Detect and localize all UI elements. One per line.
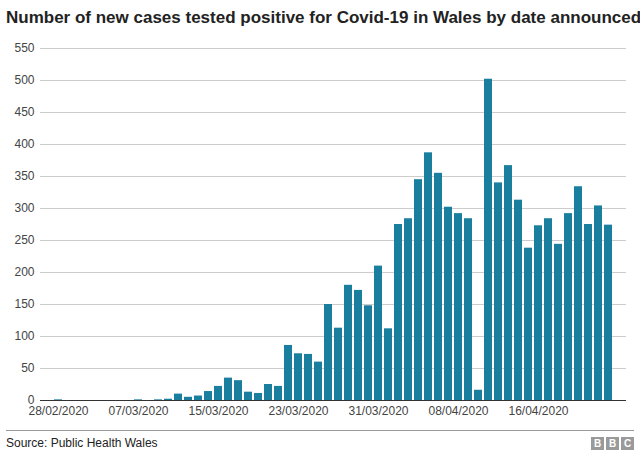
svg-text:08/04/2020: 08/04/2020 bbox=[428, 404, 488, 418]
svg-text:350: 350 bbox=[14, 169, 34, 183]
svg-text:200: 200 bbox=[14, 265, 34, 279]
svg-text:15/03/2020: 15/03/2020 bbox=[188, 404, 248, 418]
svg-text:250: 250 bbox=[14, 233, 34, 247]
svg-text:50: 50 bbox=[21, 361, 35, 375]
svg-text:400: 400 bbox=[14, 137, 34, 151]
svg-text:450: 450 bbox=[14, 105, 34, 119]
svg-text:150: 150 bbox=[14, 297, 34, 311]
svg-text:300: 300 bbox=[14, 201, 34, 215]
svg-text:100: 100 bbox=[14, 329, 34, 343]
svg-text:0: 0 bbox=[27, 393, 35, 408]
svg-text:16/04/2020: 16/04/2020 bbox=[508, 404, 568, 418]
svg-text:28/02/2020: 28/02/2020 bbox=[28, 404, 88, 418]
html-text:B: B bbox=[593, 438, 602, 449]
svg-text:23/03/2020: 23/03/2020 bbox=[268, 404, 328, 418]
html-text:C: C bbox=[623, 438, 632, 449]
svg-text:07/03/2020: 07/03/2020 bbox=[108, 404, 168, 418]
html-text:Source: Public Health Wales: Source: Public Health Wales bbox=[6, 436, 158, 450]
svg-text:500: 500 bbox=[14, 73, 34, 87]
html-text:B: B bbox=[608, 438, 617, 449]
svg-text:550: 550 bbox=[14, 41, 34, 55]
svg-text:31/03/2020: 31/03/2020 bbox=[348, 404, 408, 418]
